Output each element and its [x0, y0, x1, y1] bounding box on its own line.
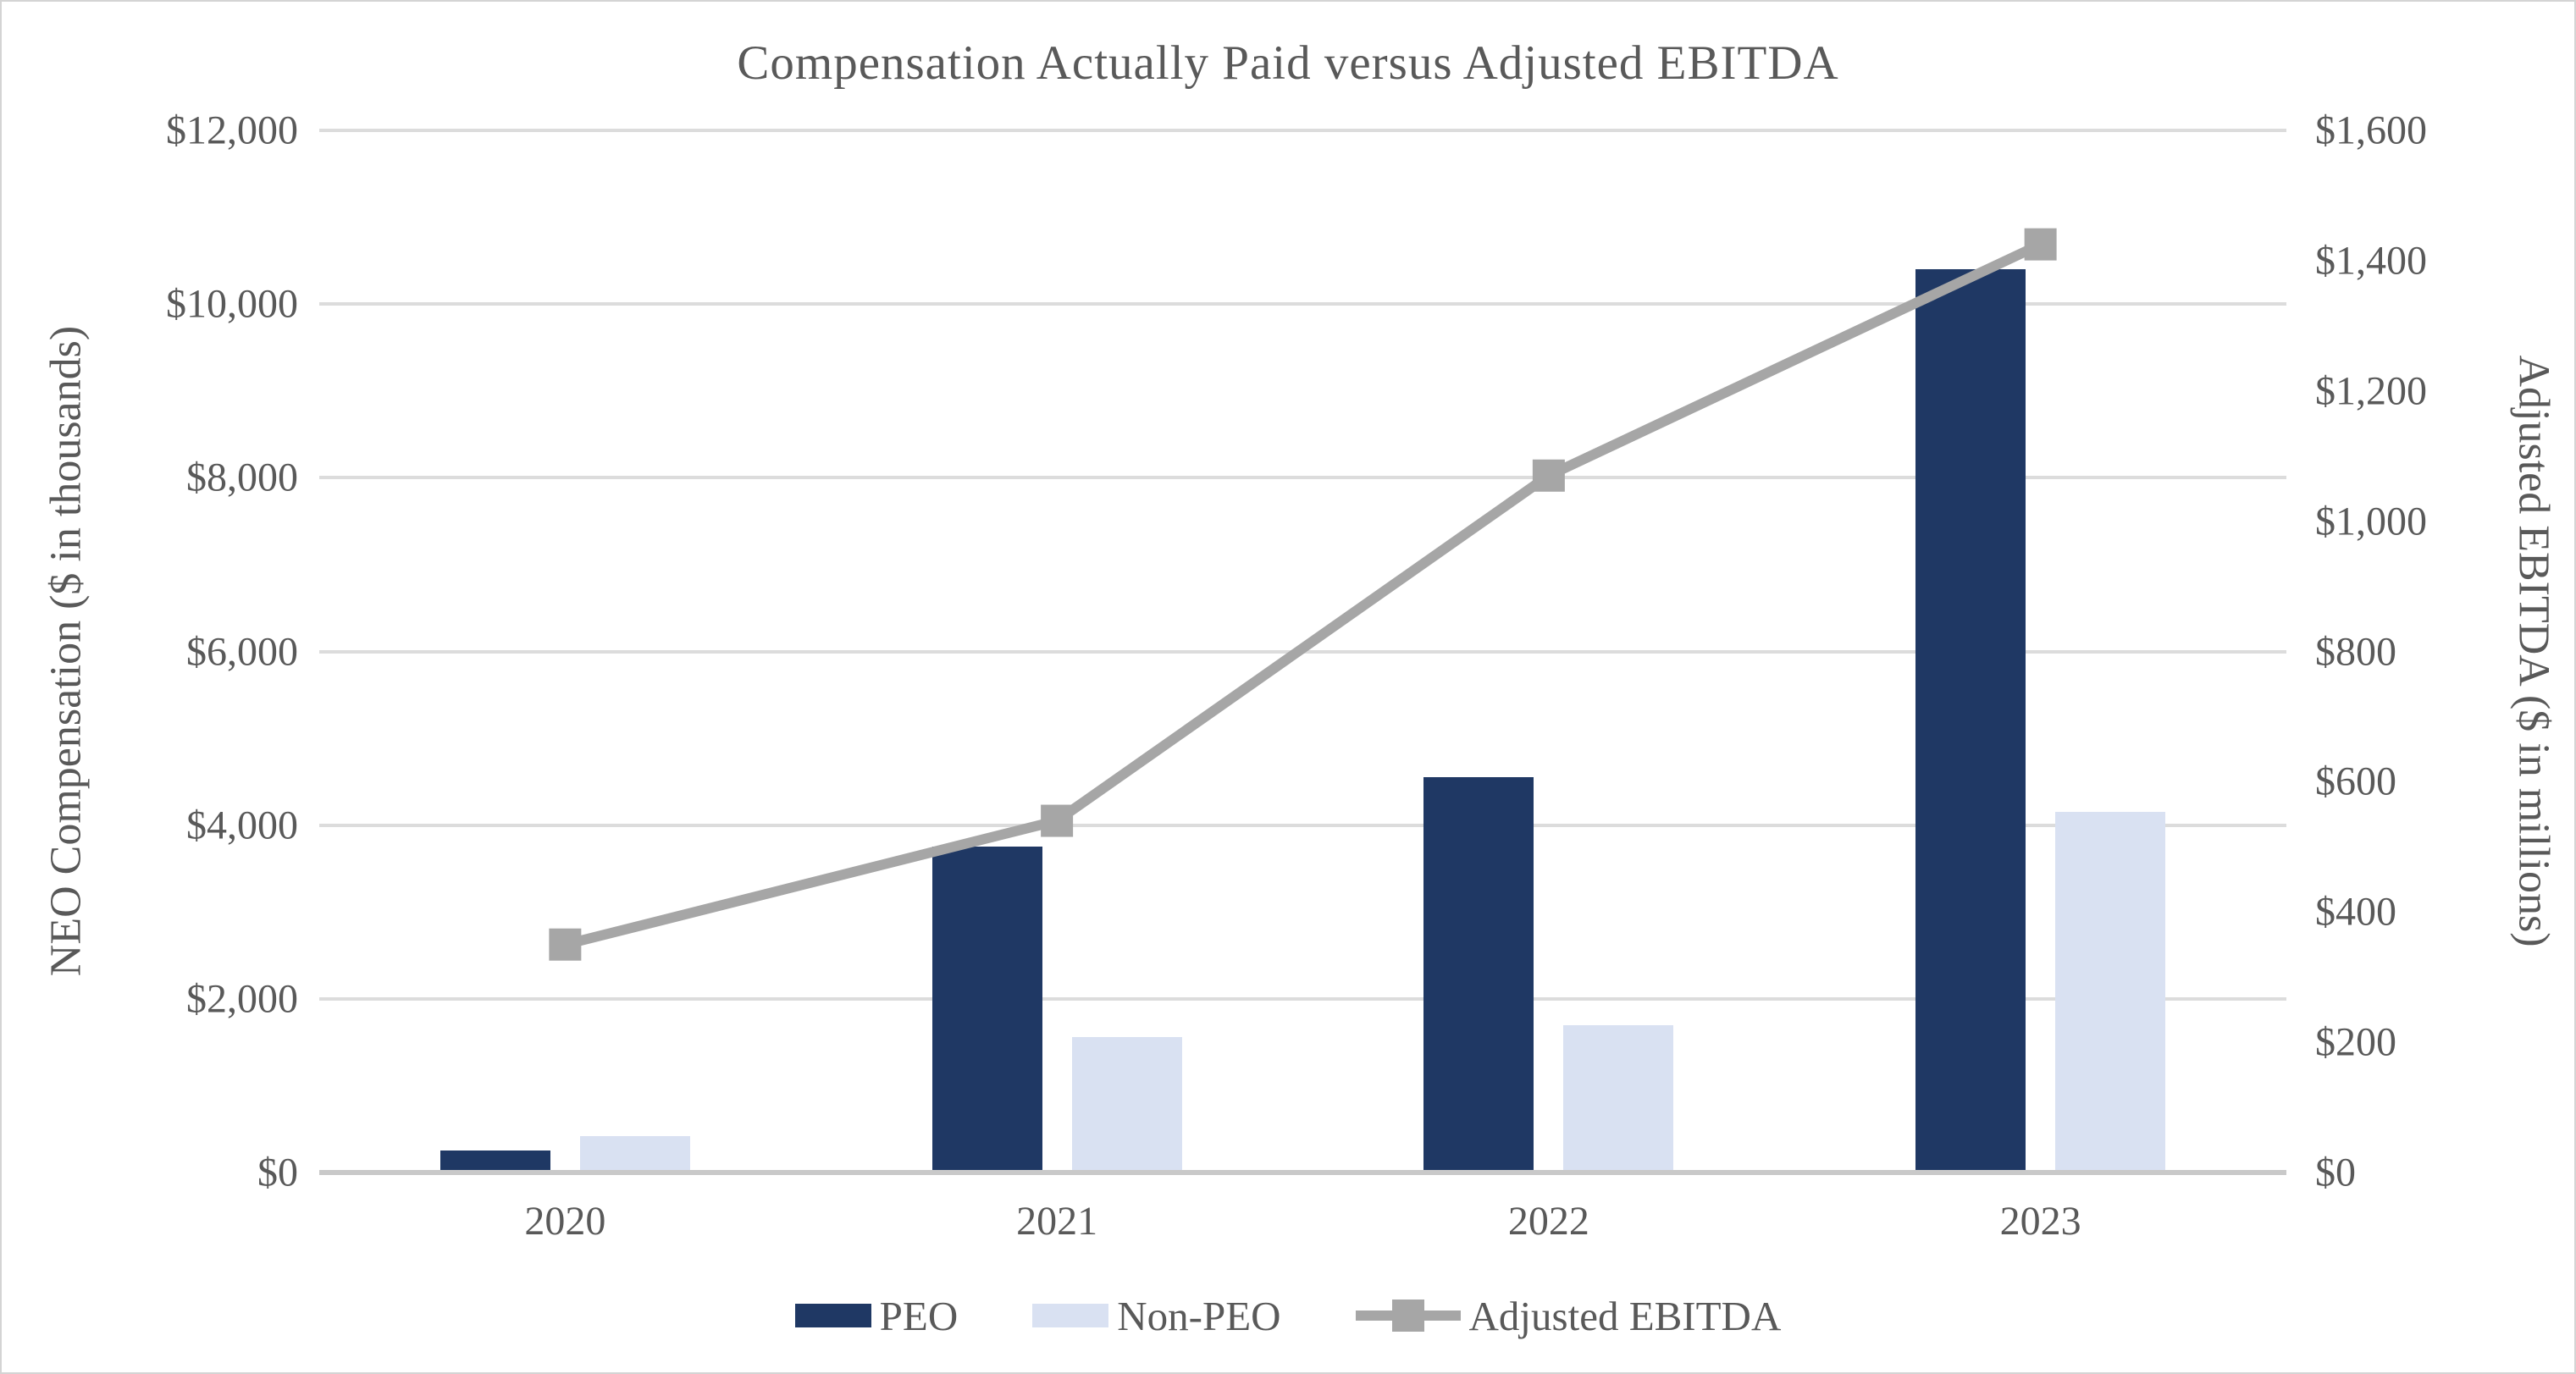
- x-label-2022: 2022: [1507, 1199, 1589, 1244]
- x-label-2023: 2023: [1999, 1199, 2081, 1244]
- legend-label: PEO: [879, 1292, 959, 1339]
- x-axis-baseline: [319, 1170, 2286, 1175]
- legend-item-peo: PEO: [794, 1292, 959, 1340]
- right-tick-label: $600: [2315, 759, 2396, 804]
- ebitda-marker-2022: [1532, 459, 1565, 492]
- ebitda-line: [563, 240, 2043, 950]
- ebitda-marker-2020: [549, 928, 582, 961]
- bar-peo-2023: [1915, 269, 2026, 1173]
- legend-swatch-icon: [794, 1304, 871, 1327]
- right-tick-label: $800: [2315, 629, 2396, 674]
- left-tick-label: $12,000: [166, 108, 298, 153]
- right-tick-label: $400: [2315, 889, 2396, 935]
- legend-line-marker-icon: [1355, 1300, 1461, 1332]
- x-label-2021: 2021: [1016, 1199, 1098, 1244]
- left-tick-label: $2,000: [186, 976, 298, 1022]
- chart-title: Compensation Actually Paid versus Adjust…: [737, 36, 1839, 90]
- right-tick-label: $1,400: [2315, 238, 2427, 284]
- bar-non-peo-2020: [579, 1135, 690, 1173]
- legend-item-non-peo: Non-PEO: [1032, 1292, 1281, 1340]
- right-tick-label: $1,000: [2315, 499, 2427, 544]
- bar-peo-2020: [439, 1151, 550, 1173]
- legend-label: Adjusted EBITDA: [1468, 1292, 1782, 1339]
- gridline: [319, 823, 2286, 827]
- ebitda-marker-2023: [2024, 228, 2057, 261]
- gridline: [319, 302, 2286, 306]
- right-tick-label: $1,200: [2315, 368, 2427, 414]
- left-tick-label: $10,000: [166, 281, 298, 327]
- ebitda-line-layer: [549, 228, 2057, 961]
- gridline: [319, 129, 2286, 132]
- legend-swatch-icon: [1032, 1304, 1109, 1327]
- right-tick-label: $0: [2315, 1150, 2356, 1195]
- bar-non-peo-2022: [1563, 1024, 1674, 1173]
- left-tick-label: $6,000: [186, 629, 298, 674]
- left-tick-label: $4,000: [186, 803, 298, 848]
- gridline: [319, 996, 2286, 1001]
- legend-square-marker: [1391, 1300, 1424, 1332]
- gridline: [319, 476, 2286, 480]
- x-label-2020: 2020: [524, 1199, 606, 1244]
- legend-item-adjusted-ebitda: Adjusted EBITDA: [1355, 1292, 1782, 1340]
- bar-non-peo-2023: [2055, 812, 2166, 1173]
- ebitda-marker-2021: [1041, 804, 1074, 837]
- bar-peo-2022: [1423, 777, 1534, 1173]
- right-tick-label: $200: [2315, 1019, 2396, 1065]
- right-axis-title: Adjusted EBITDA ($ in millions): [2509, 355, 2558, 947]
- bar-peo-2021: [931, 847, 1042, 1173]
- left-tick-label: $0: [257, 1150, 298, 1195]
- right-tick-label: $1,600: [2315, 108, 2427, 153]
- plot-area: [319, 129, 2286, 1175]
- left-tick-label: $8,000: [186, 455, 298, 500]
- bar-non-peo-2021: [1071, 1036, 1182, 1173]
- legend-label: Non-PEO: [1117, 1292, 1281, 1339]
- legend: PEO Non-PEO Adjusted EBITDA: [2, 1285, 2574, 1346]
